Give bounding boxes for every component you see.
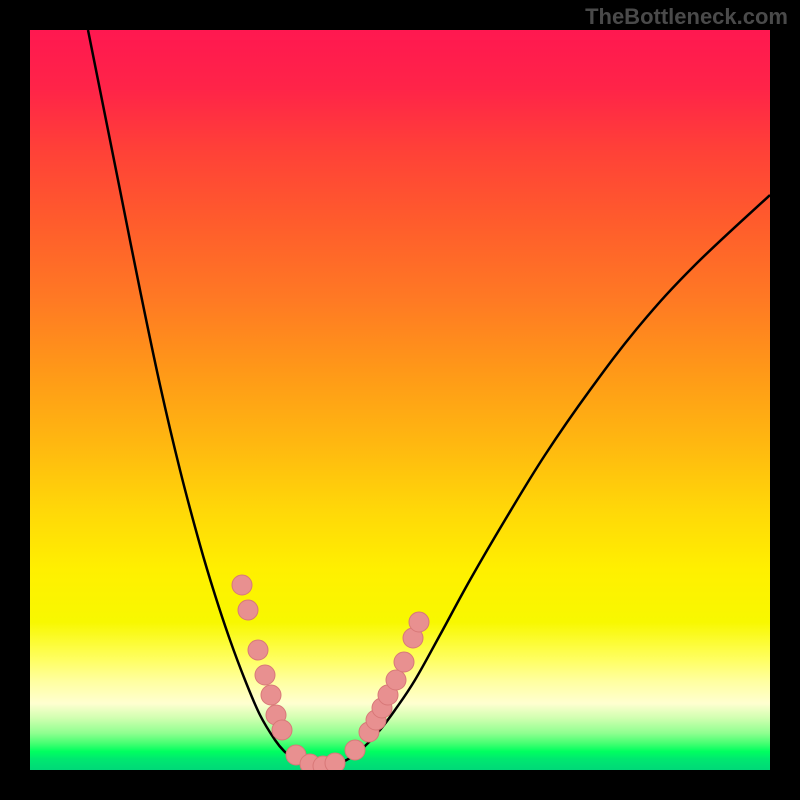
data-marker	[394, 652, 414, 672]
data-marker	[325, 753, 345, 770]
watermark-text: TheBottleneck.com	[585, 4, 788, 30]
data-marker	[248, 640, 268, 660]
data-marker	[232, 575, 252, 595]
data-marker	[272, 720, 292, 740]
data-markers	[232, 575, 429, 770]
data-marker	[238, 600, 258, 620]
data-marker	[261, 685, 281, 705]
data-marker	[386, 670, 406, 690]
data-marker	[255, 665, 275, 685]
curve-layer	[30, 30, 770, 770]
data-marker	[345, 740, 365, 760]
data-marker	[409, 612, 429, 632]
plot-area	[30, 30, 770, 770]
bottleneck-curve	[88, 30, 770, 767]
